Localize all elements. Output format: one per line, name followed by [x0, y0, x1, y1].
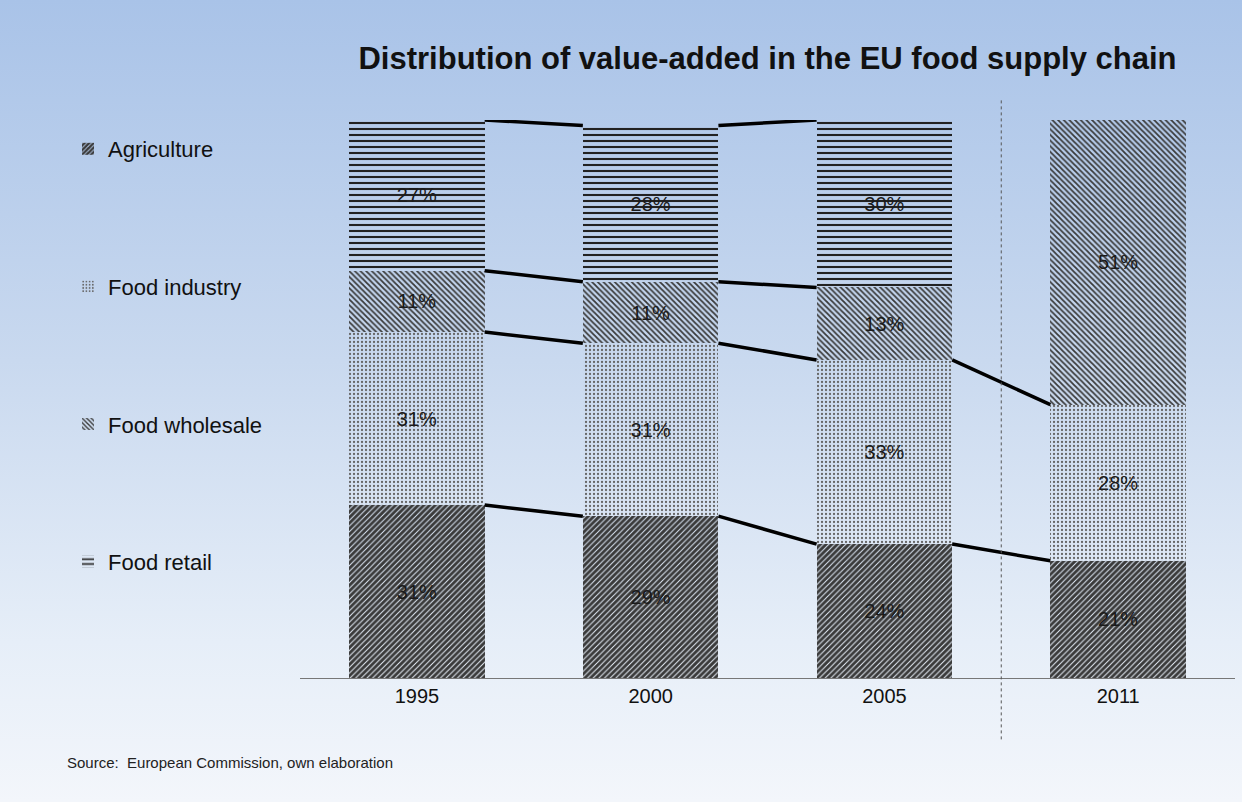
svg-text:Food wholesale: Food wholesale: [108, 413, 262, 438]
svg-text:31%: 31%: [397, 408, 437, 430]
svg-text:31%: 31%: [631, 419, 671, 441]
svg-text:30%: 30%: [864, 193, 904, 215]
svg-text:2000: 2000: [628, 685, 673, 707]
svg-text:13%: 13%: [864, 313, 904, 335]
svg-text:51%: 51%: [1098, 251, 1138, 273]
svg-text:11%: 11%: [631, 302, 670, 324]
svg-text:Source: European Commission,: Source: European Commission, own elabora…: [67, 754, 393, 771]
svg-text:2005: 2005: [862, 685, 907, 707]
svg-text:21%: 21%: [1098, 608, 1138, 630]
svg-text:Distribution of value-added in: Distribution of value-added in the EU fo…: [358, 41, 1176, 76]
svg-text:24%: 24%: [864, 600, 904, 622]
svg-text:29%: 29%: [631, 586, 671, 608]
svg-text:27%: 27%: [397, 184, 437, 206]
svg-text:2011: 2011: [1097, 685, 1140, 707]
svg-text:33%: 33%: [864, 441, 904, 463]
svg-text:Agriculture: Agriculture: [108, 137, 213, 162]
svg-text:28%: 28%: [1098, 472, 1138, 494]
svg-text:Food retail: Food retail: [108, 550, 212, 575]
svg-text:31%: 31%: [397, 581, 437, 603]
svg-text:1995: 1995: [395, 685, 440, 707]
svg-text:11%: 11%: [397, 290, 436, 312]
svg-text:28%: 28%: [631, 193, 671, 215]
svg-text:Food industry: Food industry: [108, 275, 241, 300]
